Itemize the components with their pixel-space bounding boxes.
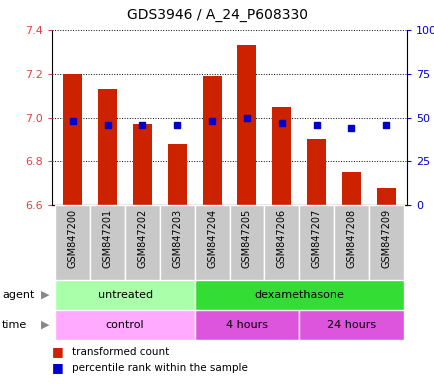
Bar [229, 205, 264, 280]
Text: GSM847206: GSM847206 [276, 209, 286, 268]
Text: GSM847207: GSM847207 [311, 209, 321, 268]
Bar [98, 89, 117, 205]
Bar [194, 310, 299, 340]
Text: ▶: ▶ [41, 320, 50, 330]
Bar [168, 144, 187, 205]
Bar [272, 107, 291, 205]
Bar [299, 310, 403, 340]
Bar [194, 205, 229, 280]
Text: ▶: ▶ [41, 290, 50, 300]
Bar [264, 205, 299, 280]
Bar [133, 124, 152, 205]
Text: 4 hours: 4 hours [225, 320, 267, 330]
Bar [306, 139, 326, 205]
Text: transformed count: transformed count [72, 347, 168, 357]
Bar [90, 205, 125, 280]
Bar [202, 76, 221, 205]
Text: ■: ■ [52, 361, 64, 374]
Bar [237, 45, 256, 205]
Text: GSM847203: GSM847203 [172, 209, 182, 268]
Text: GSM847208: GSM847208 [345, 209, 355, 268]
Bar [56, 205, 90, 280]
Text: GSM847204: GSM847204 [207, 209, 217, 268]
Text: GSM847200: GSM847200 [68, 209, 78, 268]
Text: agent: agent [2, 290, 34, 300]
Bar [63, 74, 82, 205]
Text: GDS3946 / A_24_P608330: GDS3946 / A_24_P608330 [127, 8, 307, 22]
Text: control: control [105, 320, 144, 330]
Bar [341, 172, 360, 205]
Text: untreated: untreated [97, 290, 152, 300]
Text: 24 hours: 24 hours [326, 320, 375, 330]
Bar [56, 310, 194, 340]
Bar [368, 205, 403, 280]
Bar [56, 280, 194, 310]
Bar [160, 205, 194, 280]
Bar [194, 280, 403, 310]
Bar [333, 205, 368, 280]
Text: GSM847209: GSM847209 [380, 209, 390, 268]
Bar [299, 205, 333, 280]
Text: dexamethasone: dexamethasone [253, 290, 343, 300]
Bar [376, 187, 395, 205]
Text: percentile rank within the sample: percentile rank within the sample [72, 363, 247, 373]
Bar [125, 205, 160, 280]
Text: GSM847201: GSM847201 [102, 209, 112, 268]
Text: GSM847205: GSM847205 [241, 209, 251, 268]
Text: ■: ■ [52, 346, 64, 359]
Text: GSM847202: GSM847202 [137, 209, 147, 268]
Text: time: time [2, 320, 27, 330]
